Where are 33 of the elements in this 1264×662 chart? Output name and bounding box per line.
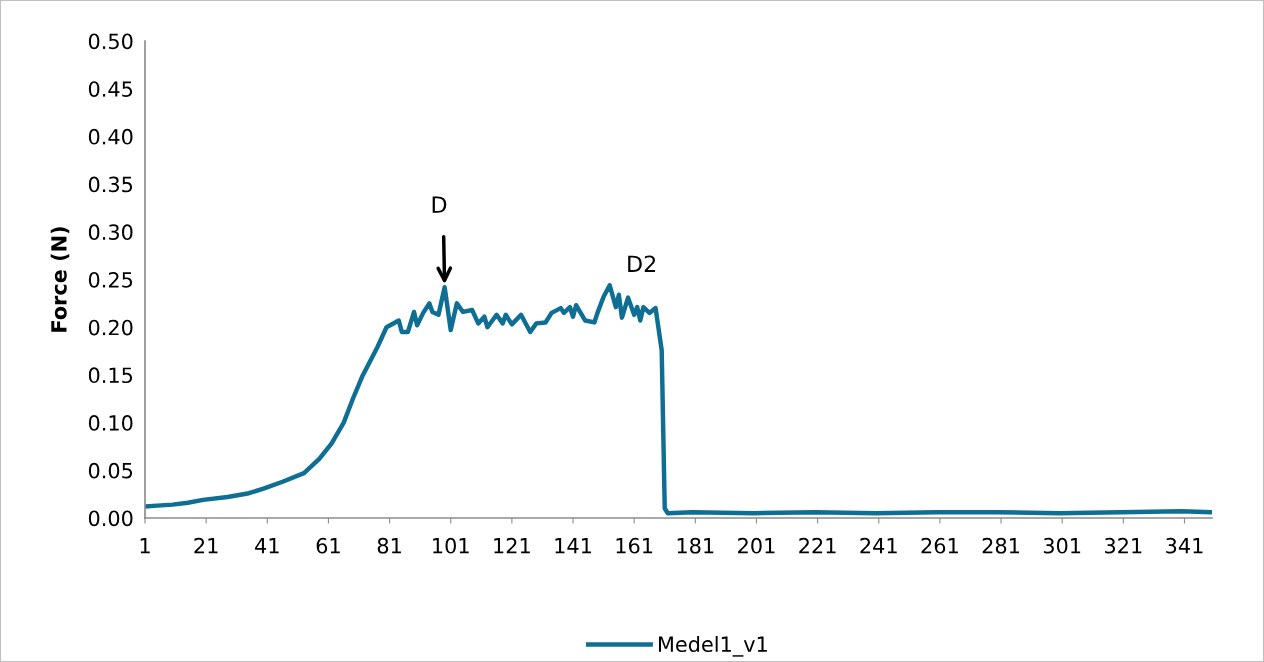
x-tick-label: 141 xyxy=(555,538,591,554)
x-tick-label: 241 xyxy=(860,537,897,554)
x-tick-label: 201 xyxy=(738,537,775,554)
y-tick-label: 0.30 xyxy=(88,224,133,241)
x-tick-label: 161 xyxy=(616,537,653,554)
x-tick-label: 21 xyxy=(194,537,218,554)
x-tick-label: 221 xyxy=(799,537,836,554)
x-tick-label: 281 xyxy=(982,537,1019,554)
x-tick-label: 181 xyxy=(677,537,714,554)
legend-label: Medel1_v1 xyxy=(658,635,767,657)
x-tick-label: 81 xyxy=(377,537,401,554)
y-tick-label: 0.45 xyxy=(88,81,133,97)
y-tick-label: 0.15 xyxy=(88,367,133,384)
y-tick-label: 0.05 xyxy=(88,462,133,479)
y-tick-label: 0.20 xyxy=(88,319,133,336)
annotation: D2 xyxy=(628,255,656,272)
x-tick-label: 341 xyxy=(1166,537,1203,554)
y-tick-label: 0.40 xyxy=(88,128,133,145)
y-tick-label: 0.00 xyxy=(88,510,133,527)
annotation: D xyxy=(432,196,447,213)
y-axis-title: Force (N) xyxy=(50,227,70,332)
y-tick-label: 0.35 xyxy=(88,176,133,193)
x-tick-label: 1 xyxy=(140,538,150,554)
x-tick-label: 121 xyxy=(494,537,530,554)
y-tick-label: 0.50 xyxy=(88,33,133,50)
x-tick-label: 41 xyxy=(255,538,279,554)
y-tick-label: 0.25 xyxy=(88,271,133,288)
x-tick-label: 301 xyxy=(1043,537,1081,554)
y-tick-label: 0.10 xyxy=(88,415,133,431)
x-tick-label: 101 xyxy=(433,537,469,554)
x-tick-label: 261 xyxy=(921,537,958,554)
x-tick-label: 61 xyxy=(316,537,340,554)
x-tick-label: 321 xyxy=(1105,537,1142,554)
